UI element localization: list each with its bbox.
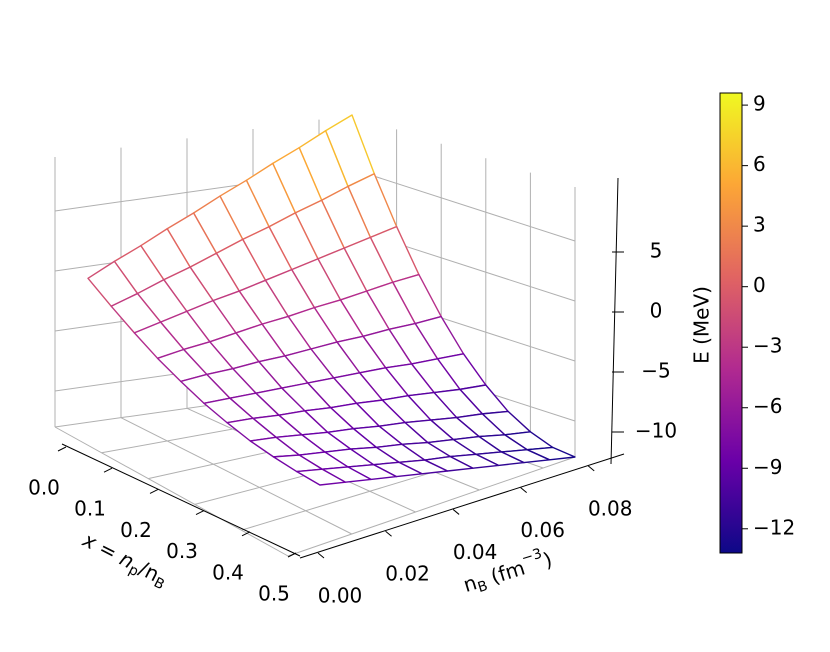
y-tick-label: 0.04: [453, 540, 498, 564]
grid-line: [287, 456, 576, 557]
axes: 0.0 0.1 0.2 0.3 0.4 0.5 0.00 0.02 0.04 0.06 0.08 −1…: [28, 92, 795, 608]
x-tick: [287, 552, 297, 558]
y-axis-label-part: ): [540, 547, 554, 572]
z-tick-label: −10: [635, 419, 677, 443]
y-tick-label: 0.08: [588, 496, 633, 520]
x-tick: [149, 488, 159, 494]
z-tick-label: −5: [641, 359, 670, 383]
y-axis-label: nB (fm−3): [459, 543, 556, 599]
z-tick-label: 0: [650, 299, 663, 323]
colorbar-tick-label: 0: [753, 273, 766, 297]
surface-cell: [296, 468, 347, 486]
y-axis-line: [299, 453, 625, 559]
colorbar-tick-label: 9: [753, 92, 766, 116]
y-axis-label-part: B: [476, 578, 490, 596]
grid-line: [54, 426, 289, 557]
z-axis-label: E (MeV): [690, 286, 714, 364]
colorbar-tick-label: 3: [753, 213, 766, 237]
y-axis-label-part: −3: [520, 546, 544, 567]
x-tick-label: 0.3: [166, 539, 198, 563]
y-tick: [587, 465, 595, 472]
colorbar-tick-label: −9: [753, 455, 782, 479]
y-tick: [520, 487, 527, 494]
grid-line: [351, 168, 576, 242]
x-tick: [241, 531, 251, 537]
grid-line: [120, 417, 353, 535]
x-tick: [103, 467, 113, 473]
colorbar-tick-label: −3: [753, 334, 782, 358]
colorbar-tick-label: −6: [753, 394, 782, 418]
colorbar-tick-label: −12: [753, 515, 795, 539]
colorbar: [719, 92, 743, 554]
x-tick: [57, 446, 67, 452]
y-tick: [317, 552, 325, 559]
x-tick-label: 0.5: [258, 582, 290, 606]
surface: [87, 114, 576, 486]
colorbar-tick-label: 6: [753, 152, 766, 176]
y-tick-label: 0.00: [318, 584, 363, 608]
y-tick: [452, 509, 460, 515]
x-tick-label: 0.4: [212, 560, 244, 584]
z-axis-line: [610, 177, 619, 465]
x-tick: [195, 510, 205, 516]
y-tick: [385, 530, 392, 537]
y-tick-label: 0.06: [520, 518, 565, 542]
x-tick-label: 0.1: [74, 497, 106, 521]
x-axis-line: [61, 443, 301, 557]
x-tick-label: 0.2: [120, 518, 152, 542]
y-tick-label: 0.02: [385, 562, 430, 586]
z-tick-label: 5: [650, 239, 663, 263]
x-tick-label: 0.0: [28, 476, 60, 500]
